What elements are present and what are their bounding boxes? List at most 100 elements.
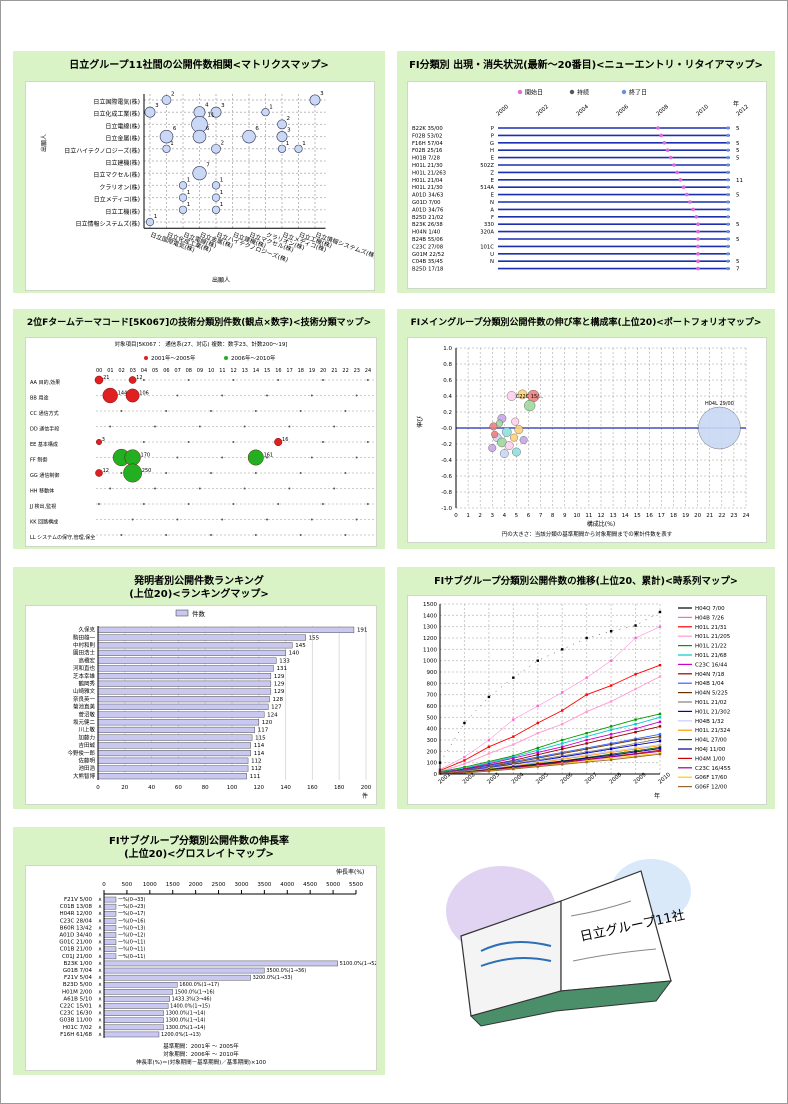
growth-category-marker: ∧ [98,940,102,946]
tech-bubble [128,376,137,384]
entry-end-marker [726,193,730,197]
matrix-row-label: 日立工機(株) [105,208,140,216]
timeseries-point [585,751,588,755]
ranking-category-label: 河和直也 [73,664,96,672]
growth-category-marker: ∧ [98,975,102,981]
growth-category-label: C01B 13/08 [60,904,93,910]
portfolio-x-tick: 13 [610,513,617,519]
timeseries-point [561,722,564,726]
entry-end-marker [726,207,730,211]
ranking-bar [97,672,272,680]
tech-col-label: 12 [230,368,236,374]
matrix-bubble [276,131,288,143]
growth-value-label: 一%(0→23) [118,904,145,910]
matrix-bubble [192,166,207,181]
entry-row-code: 101C [480,244,494,250]
timeseries-legend-label: H04B 1/04 [695,681,725,687]
timeseries-series-line [439,626,661,770]
ranking-bar [97,626,355,633]
portfolio-x-tick: 24 [743,513,750,519]
entry-end-marker [726,244,730,248]
timeseries-point [536,721,539,725]
growth-category-marker: ∧ [98,925,102,931]
timeseries-point [463,771,466,775]
entry-start-marker [691,207,695,212]
ranking-category-label: 山崎雅文 [73,687,96,695]
entry-start-marker [678,178,683,182]
portfolio-x-tick: 7 [539,513,543,519]
matrix-bubble [277,119,287,130]
tech-row-label: EE 基本構成 [30,441,58,448]
growth-bar [103,925,117,931]
timeseries-point [634,636,637,640]
tech-legend-marker [224,356,228,360]
ranking-value-label: 115 [255,735,266,741]
ranking-bar [97,742,251,749]
tech-small-dot [187,503,190,505]
growth-bar [103,896,117,903]
timeseries-point [658,747,662,750]
growth-bar [103,1024,164,1031]
tech-bubble-label: 144 [118,391,128,397]
entry-x-tick: 2000 [495,104,510,118]
timeseries-legend-label: G06F 12/00 [695,785,728,791]
timeseries-series-line [439,721,661,774]
growth-footer-line: 対象期間：2006年 ～ 2010年 [163,1050,239,1058]
timeseries-point [609,743,613,746]
timeseries-legend-label: C23C 16/44 [695,662,728,668]
timeseries-y-tick: 1400 [423,613,437,619]
tech-small-dot [198,425,201,428]
tech-row-label: BB 用途 [30,395,48,402]
entry-end-marker [726,148,730,152]
timeseries-point [609,755,613,759]
tech-col-label: 04 [141,368,147,374]
timeseries-point [512,718,515,721]
growth-unit: 伸長率(%) [336,868,364,876]
timeseries-legend-label: H04N 7/18 [695,672,725,678]
timeseries-legend-label: H04B 7/26 [695,615,725,621]
portfolio-chart-area: -1.0 -0.8 -0.6 -0.4 -0.2 -0.0 0.2 0.4 0.6 0.8 1.0 0… [407,337,767,543]
growth-value-label: 一%(0→33) [118,897,145,903]
tech-small-dot [165,472,168,474]
timeseries-legend-label: H01L 21/324 [695,728,731,734]
timeseries-point [561,758,564,761]
entry-legend-label: 開始日 [525,89,543,97]
tech-row-label: GG 通信制御 [30,472,59,479]
timeseries-point [658,750,662,753]
portfolio-bubble [519,436,528,444]
timeseries-legend-label: H04L 27/00 [695,738,727,744]
ranking-category-label: 川上敬 [78,726,95,734]
tech-bubble-label: 12 [103,468,109,474]
matrix-bubble [211,205,221,214]
tech-small-dot [109,425,112,428]
tech-bubble-label: 16 [282,437,288,443]
tech-col-label: 20 [320,368,326,374]
timeseries-point [512,735,515,738]
tech-small-dot [254,534,257,536]
entry-row-label: H01B 7/28 [412,156,441,162]
timeseries-point [634,752,637,756]
entry-row-code: E [491,178,495,184]
tech-small-dot [266,456,268,459]
portfolio-bubble [506,391,517,401]
portfolio-y-tick: -0.8 [441,490,452,496]
entry-end-marker [726,222,730,226]
tech-small-dot [355,456,358,459]
tech-small-dot [310,518,313,521]
entry-row-code: U [490,252,494,258]
entry-row-label: H01L 21/263 [412,170,446,176]
tech-bubble [125,388,140,403]
growth-x-tick: 1500 [166,882,180,888]
matrix-bubble [261,108,270,117]
tech-small-dot [243,425,246,428]
portfolio-x-tick: 19 [682,513,689,519]
growth-category-marker: ∧ [98,1032,102,1038]
portfolio-bubble [504,441,514,451]
tech-row-label: AA 目的,効果 [30,379,60,386]
ranking-x-tick: 140 [280,785,291,791]
tech-chart: 対象項目[5K067 ： 通信系(27、対応) 複数：数字23、計数200～19… [29,340,376,541]
entry-x-tick: 2002 [535,104,550,118]
growth-bar [103,960,338,967]
timeseries-point [536,704,539,708]
entry-row-label: B25D 21/02 [412,215,443,221]
